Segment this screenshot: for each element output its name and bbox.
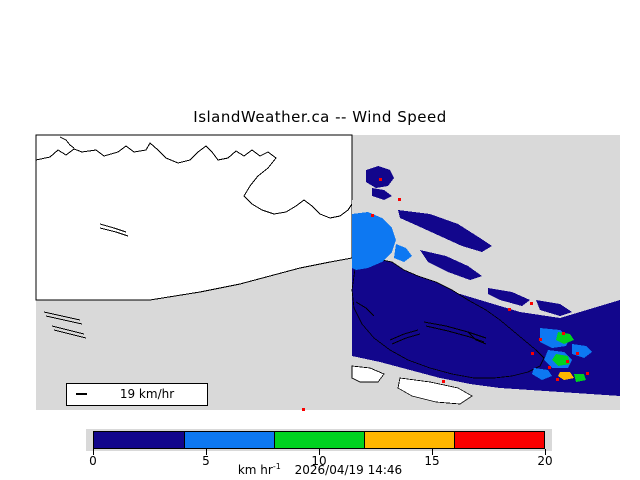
colorbar-units-and-timestamp: km hr-1 2026/04/19 14:46 <box>0 462 640 477</box>
colorbar-band-red <box>454 432 544 448</box>
station-marker <box>302 408 305 411</box>
gulf-island-green-b <box>552 354 570 366</box>
colorbar-band-green <box>274 432 364 448</box>
wind-barb-key-label: 19 km/hr <box>119 387 175 401</box>
page-title: IslandWeather.ca -- Wind Speed <box>193 108 447 126</box>
coastline-fragment-nw <box>59 136 75 149</box>
station-marker <box>539 338 542 341</box>
colorbar-divider <box>274 432 275 448</box>
colorbar-ticks <box>86 449 552 458</box>
colorbar-tick-labels: 0 5 10 15 20 <box>0 454 640 470</box>
station-marker <box>576 352 579 355</box>
wind-cell-blue-strait-2 <box>394 244 412 262</box>
station-marker <box>508 308 511 311</box>
station-marker <box>548 366 551 369</box>
colorbar-band-blue <box>184 432 274 448</box>
grey-landmask-ne <box>352 200 620 318</box>
station-marker <box>531 352 534 355</box>
gulf-island-green-a <box>556 332 574 344</box>
wind-barb-key: 19 km/hr <box>66 383 208 406</box>
colorbar-band-navy <box>94 432 184 448</box>
timestamp-label: 2026/04/19 14:46 <box>294 463 403 477</box>
station-marker <box>442 380 445 383</box>
island-small-n2 <box>372 188 392 200</box>
colorbar-tick-label: 15 <box>424 454 440 468</box>
vancouver-island-navy <box>351 257 545 379</box>
colorbar[interactable] <box>93 431 545 449</box>
colorbar-tick-label: 5 <box>202 454 210 468</box>
station-marker <box>398 198 401 201</box>
colorbar-tick <box>545 449 546 455</box>
station-marker <box>566 360 569 363</box>
white-patch-sw <box>351 365 385 383</box>
gulf-island-blue-d <box>532 368 552 380</box>
station-marker <box>556 378 559 381</box>
units-exponent: -1 <box>272 462 281 471</box>
inlet-linework <box>43 223 487 345</box>
island-mid-3 <box>536 300 572 316</box>
colorbar-tick <box>432 449 433 455</box>
station-marker <box>530 302 533 305</box>
station-markers <box>302 178 589 411</box>
colorbar-tick <box>93 449 94 455</box>
units-label: km hr-1 <box>237 462 281 477</box>
station-marker <box>562 332 565 335</box>
station-marker <box>586 372 589 375</box>
gulf-island-orange-a <box>558 372 574 380</box>
olympic-white-patch <box>397 377 473 405</box>
island-mid-2 <box>488 288 530 306</box>
colorbar-tick <box>206 449 207 455</box>
colorbar-tick-label: 10 <box>311 454 327 468</box>
map-canvas[interactable] <box>0 0 640 420</box>
island-mid-1 <box>420 250 482 280</box>
colorbar-divider <box>364 432 365 448</box>
colorbar-band-orange <box>364 432 454 448</box>
gulf-island-green-c <box>574 374 586 382</box>
station-marker <box>371 214 374 217</box>
colorbar-container <box>86 429 552 451</box>
wind-barb-icon <box>76 393 87 395</box>
colorbar-divider <box>184 432 185 448</box>
station-marker <box>379 178 382 181</box>
island-chain-north-navy <box>398 210 492 252</box>
colorbar-tick <box>319 449 320 455</box>
colorbar-tick-label: 20 <box>537 454 553 468</box>
wind-cell-blue-strait <box>352 212 396 270</box>
island-small-n1 <box>366 166 394 188</box>
colorbar-divider <box>454 432 455 448</box>
colorbar-tick-label: 0 <box>89 454 97 468</box>
